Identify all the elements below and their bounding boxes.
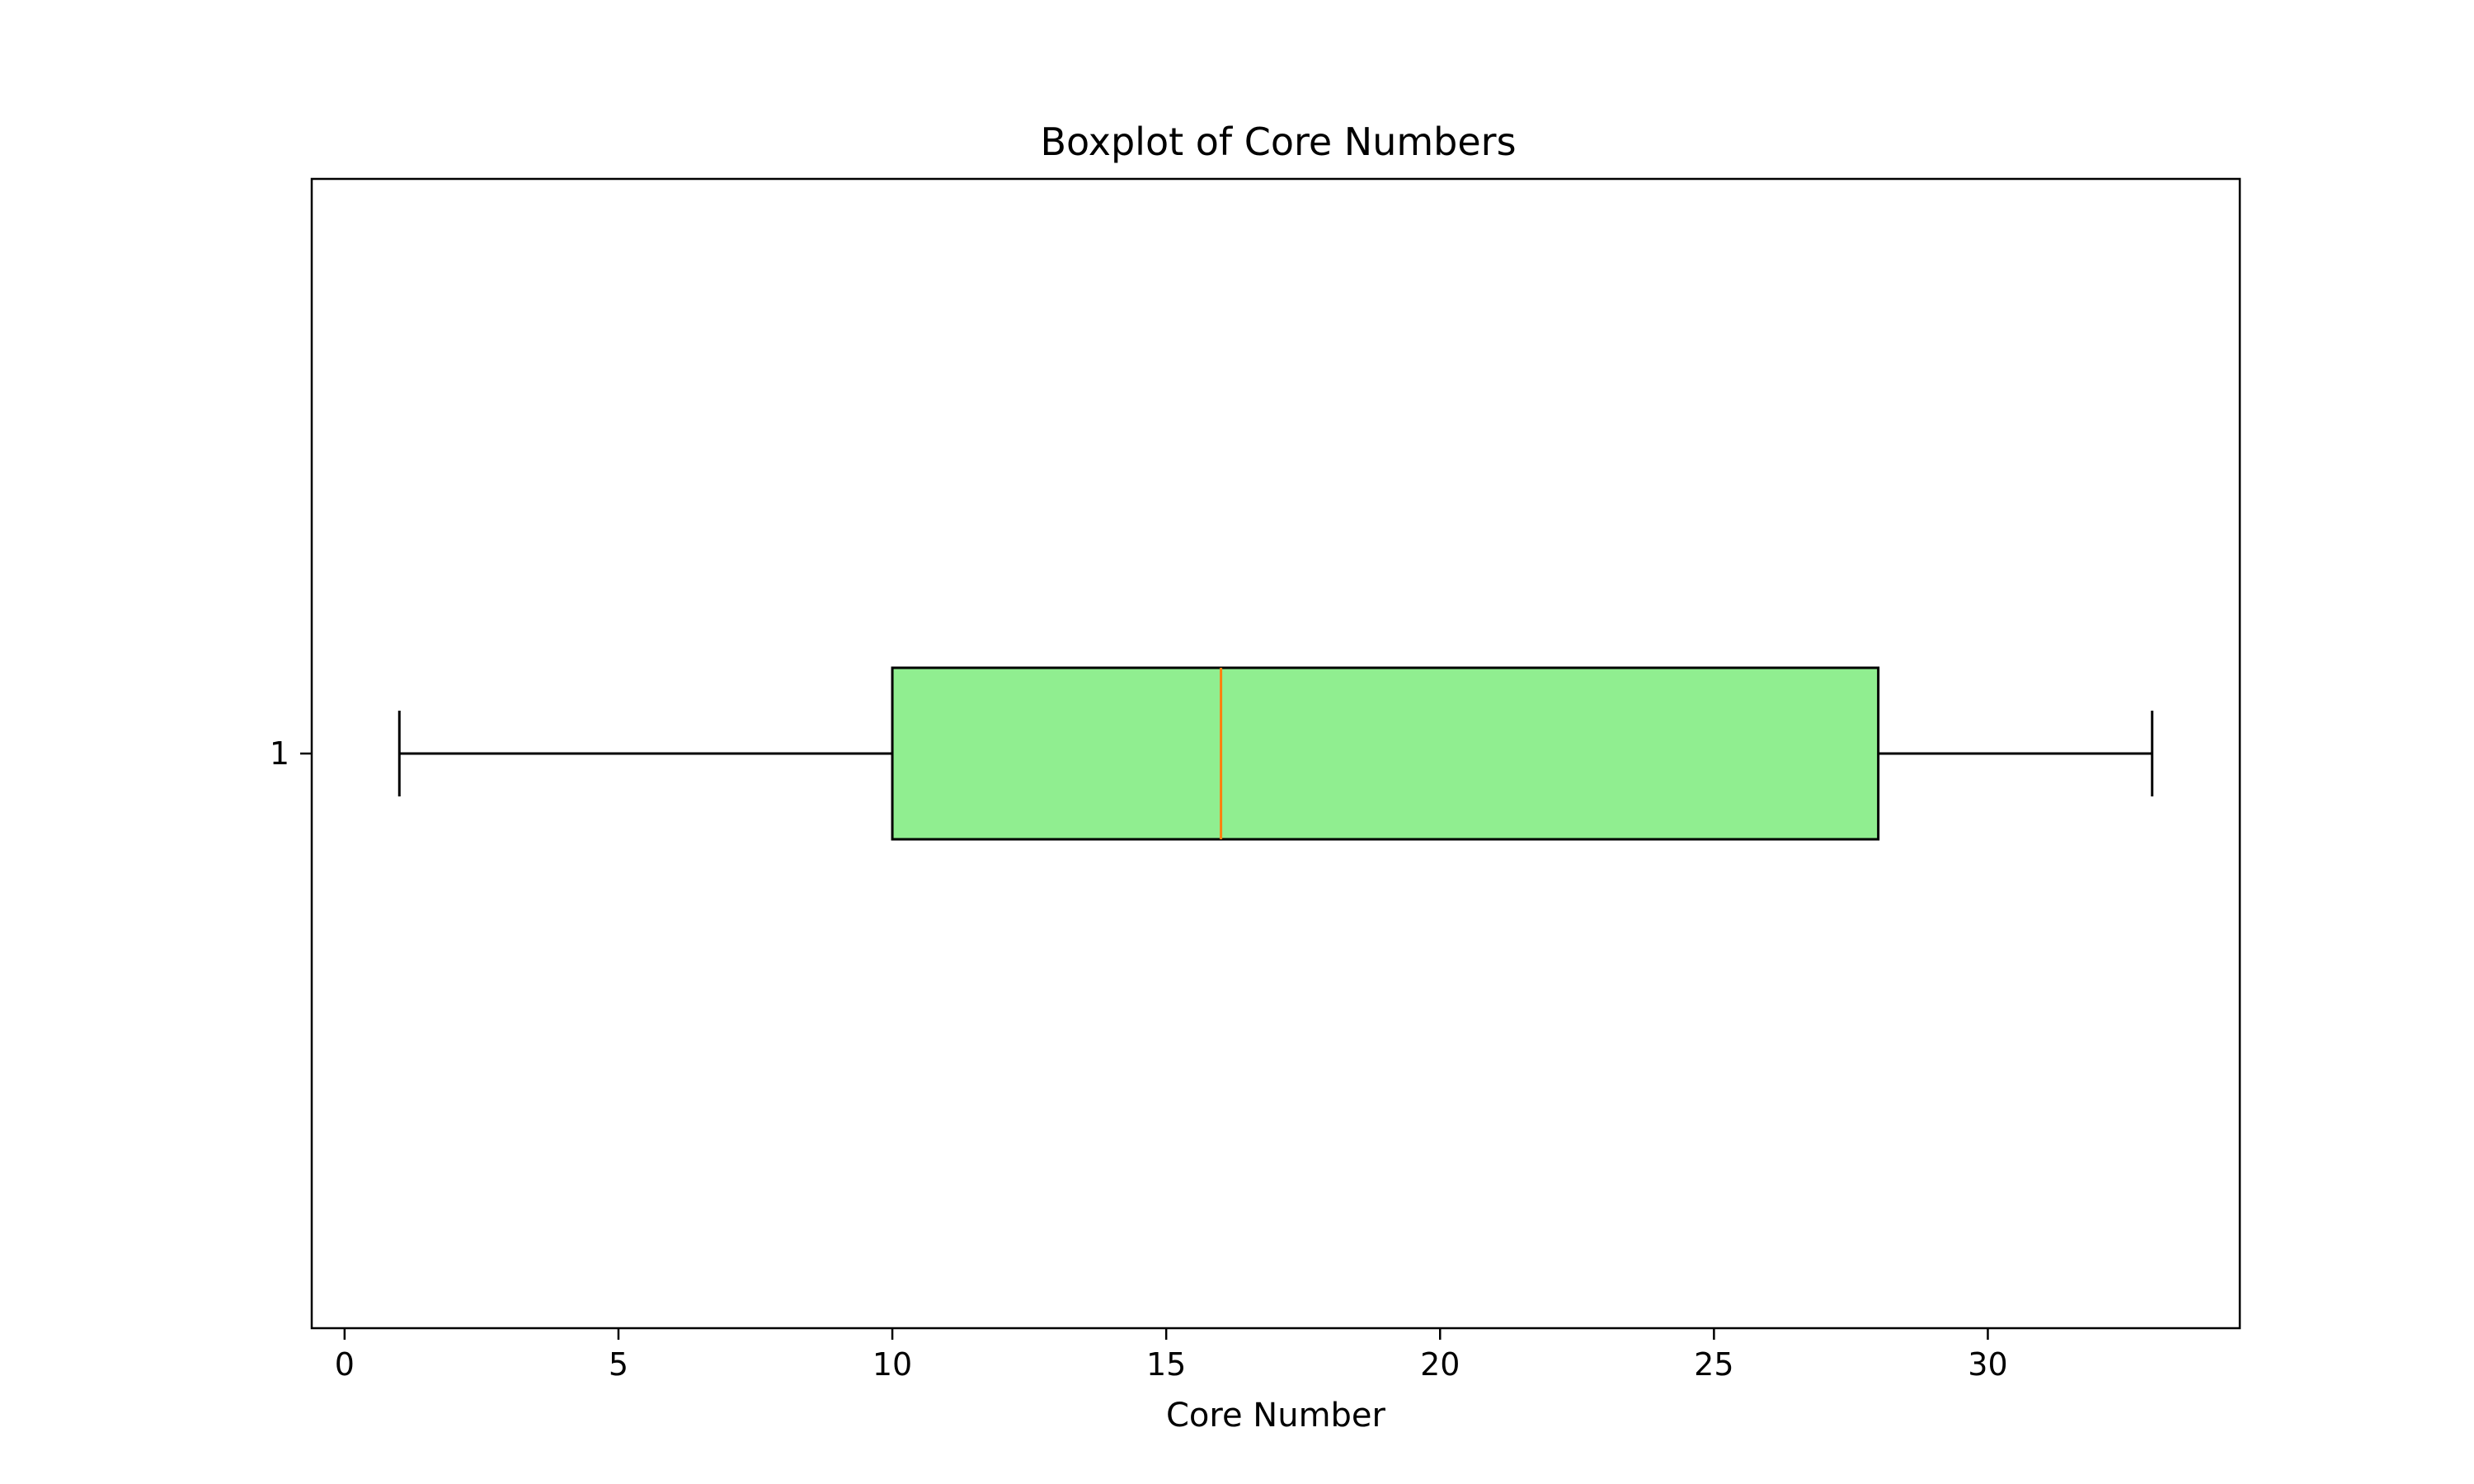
x-axis-ticks: 0 5 10 15 20 25 30 bbox=[335, 1328, 2008, 1383]
x-tick-label: 10 bbox=[872, 1346, 912, 1383]
box-group bbox=[397, 666, 2154, 841]
x-tick-label: 0 bbox=[335, 1346, 355, 1383]
interquartile-box bbox=[891, 666, 1880, 841]
x-tick-label: 5 bbox=[609, 1346, 628, 1383]
y-tick-label: 1 bbox=[270, 735, 289, 772]
chart-title: Boxplot of Core Numbers bbox=[1040, 120, 1516, 164]
y-axis-ticks: 1 bbox=[270, 735, 312, 772]
x-tick-label: 25 bbox=[1694, 1346, 1733, 1383]
x-tick-label: 30 bbox=[1968, 1346, 2007, 1383]
x-axis-label: Core Number bbox=[1166, 1397, 1386, 1435]
x-tick-label: 15 bbox=[1146, 1346, 1186, 1383]
x-tick-label: 20 bbox=[1420, 1346, 1460, 1383]
box-series bbox=[397, 666, 2154, 841]
